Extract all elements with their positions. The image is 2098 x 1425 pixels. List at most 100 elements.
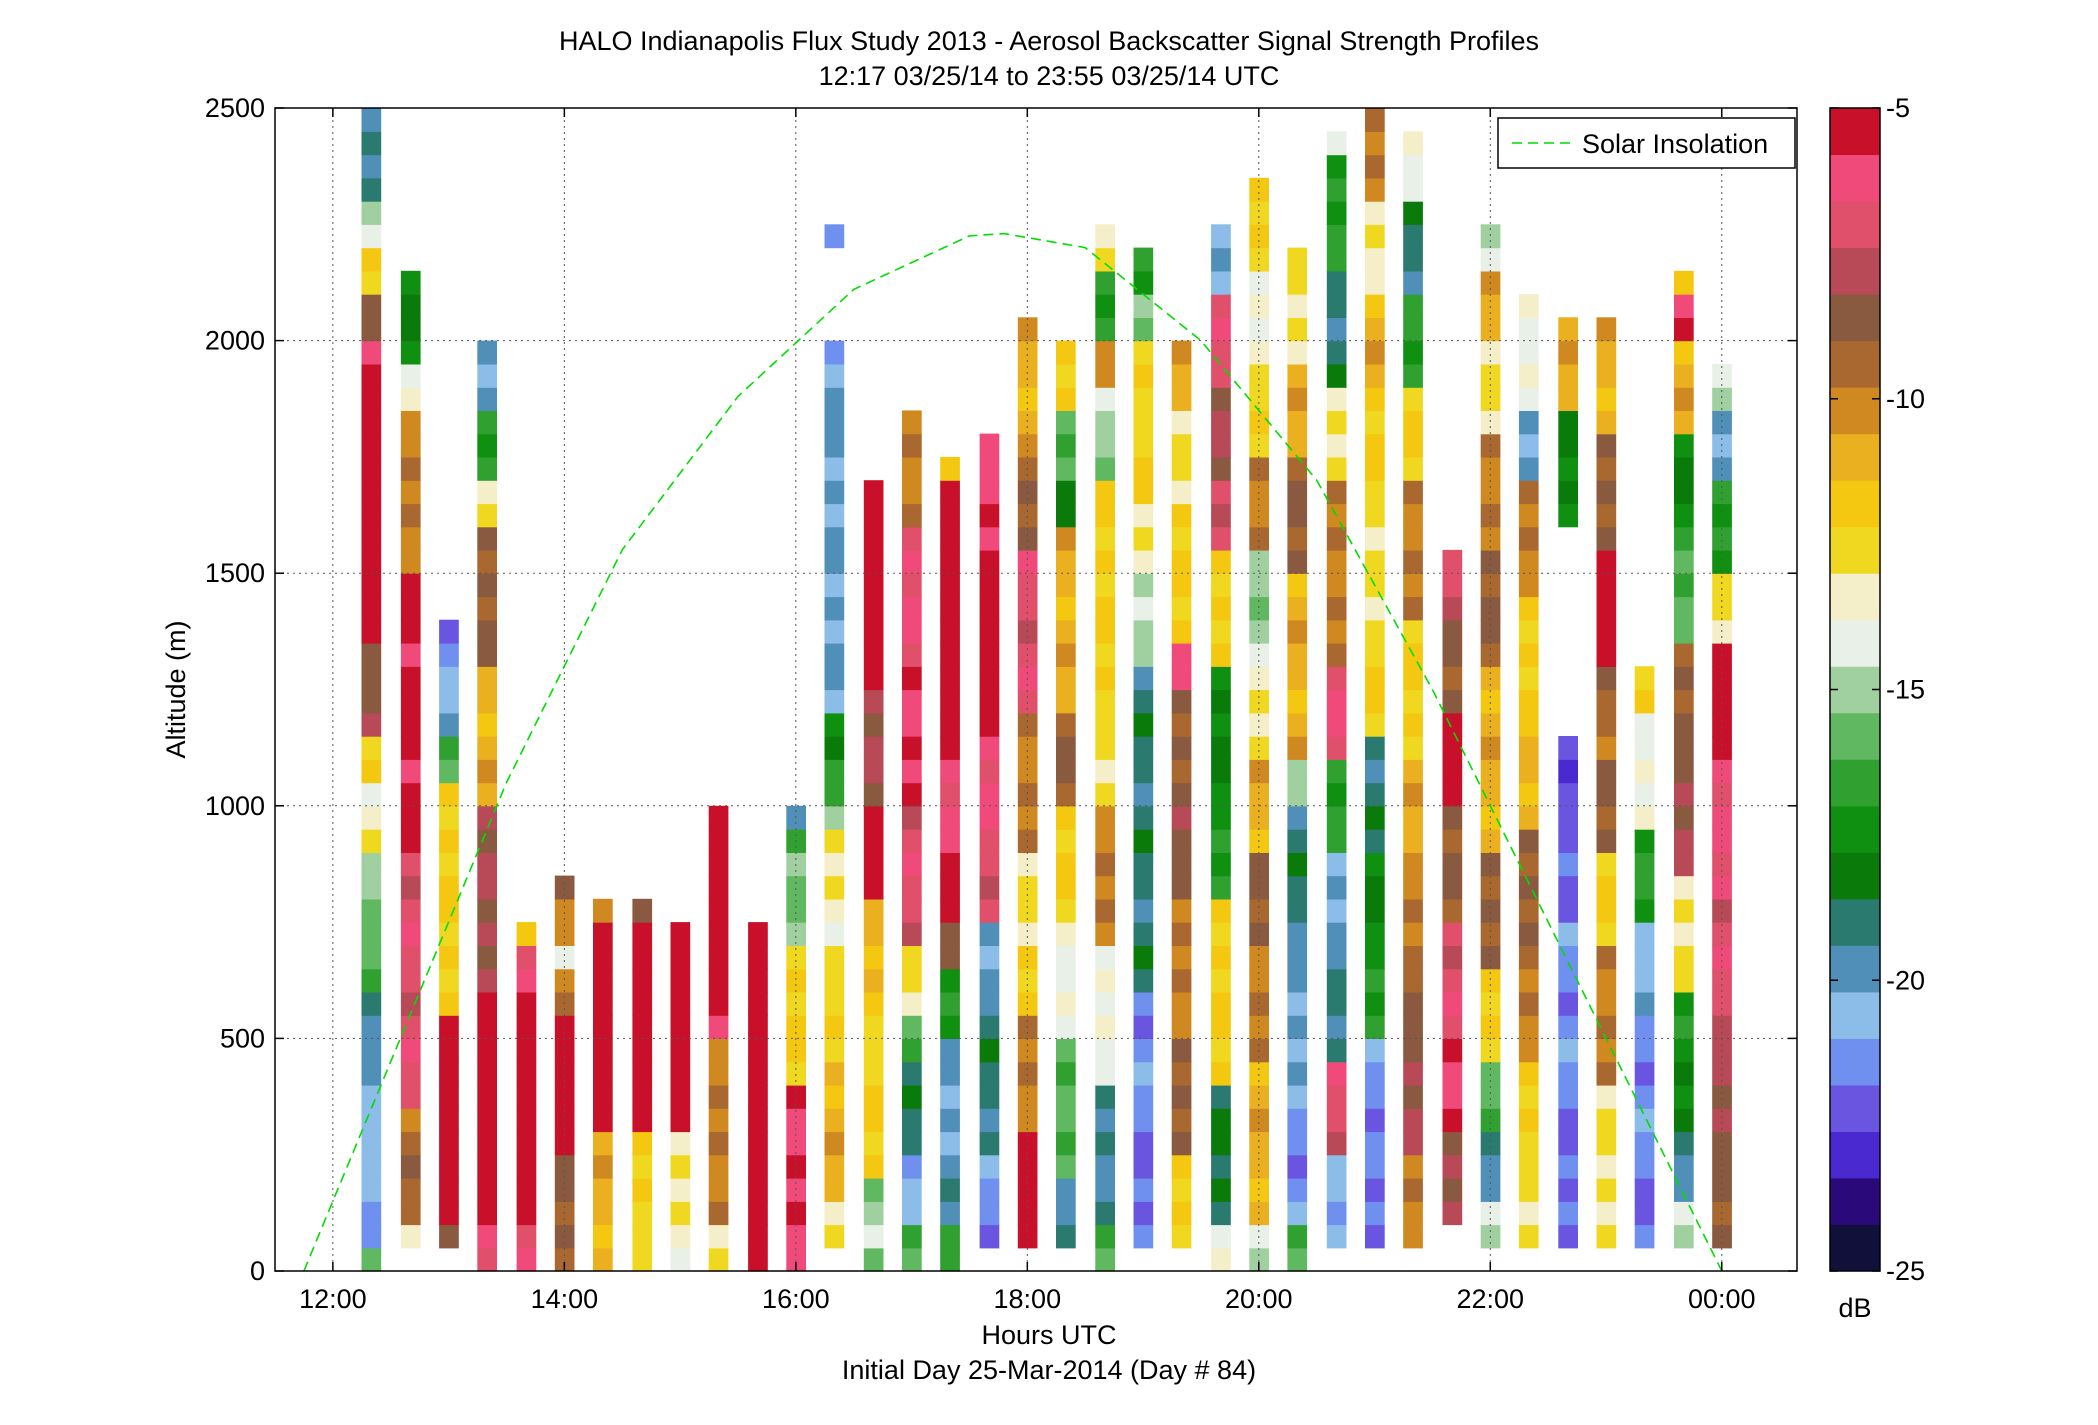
heatmap-cell xyxy=(593,922,613,946)
heatmap-cell xyxy=(1249,503,1269,528)
heatmap-cell xyxy=(439,991,459,1016)
heatmap-cell xyxy=(1558,968,1578,993)
heatmap-cell xyxy=(1518,782,1539,807)
colorbar-segment xyxy=(1830,584,1880,592)
heatmap-cell xyxy=(1558,1178,1578,1202)
colorbar-segment xyxy=(1830,1090,1880,1098)
heatmap-cell xyxy=(1287,945,1308,970)
heatmap-cell xyxy=(477,619,497,644)
colorbar-segment xyxy=(1830,544,1880,551)
heatmap-cell xyxy=(824,1178,845,1202)
heatmap-cell xyxy=(1596,712,1617,737)
heatmap-cell xyxy=(1674,1015,1694,1039)
chart-title: HALO Indianapolis Flux Study 2013 - Aero… xyxy=(558,26,1539,56)
heatmap-cell xyxy=(1558,898,1578,923)
heatmap-cell xyxy=(1674,549,1694,574)
x-tick-label: 16:00 xyxy=(762,1284,830,1314)
colorbar-segment xyxy=(1830,404,1880,411)
heatmap-cell xyxy=(1596,736,1617,760)
heatmap-cell xyxy=(1326,689,1347,714)
heatmap-cell xyxy=(1133,340,1154,365)
heatmap-cell xyxy=(1095,340,1115,365)
heatmap-cell xyxy=(1287,1247,1308,1272)
heatmap-cell xyxy=(1674,270,1694,295)
heatmap-cell xyxy=(1596,596,1617,621)
heatmap-cell xyxy=(1365,526,1385,551)
heatmap-cell xyxy=(1095,526,1115,551)
heatmap-cell xyxy=(1480,387,1501,411)
colorbar-segment xyxy=(1830,1154,1880,1162)
colorbar-segment xyxy=(1830,706,1880,714)
heatmap-cell xyxy=(1133,549,1154,574)
heatmap-cell xyxy=(902,573,922,598)
heatmap-cell xyxy=(1442,945,1463,970)
heatmap-cell xyxy=(361,689,382,714)
heatmap-cell xyxy=(1365,549,1385,574)
heatmap-cell xyxy=(824,712,845,737)
heatmap-cell xyxy=(1171,782,1192,807)
heatmap-cell xyxy=(1596,619,1617,644)
heatmap-cell xyxy=(1403,759,1423,784)
x-tick-label: 20:00 xyxy=(1225,1284,1293,1314)
colorbar-segment xyxy=(1830,218,1880,225)
heatmap-cell xyxy=(439,875,459,900)
colorbar-segment xyxy=(1830,247,1880,254)
heatmap-cell xyxy=(863,712,884,737)
plot-frame xyxy=(274,107,1798,1272)
heatmap-cell xyxy=(1518,898,1539,923)
colorbar-segment xyxy=(1830,392,1880,400)
heatmap-cell xyxy=(1518,549,1539,574)
heatmap-cell xyxy=(1480,549,1501,574)
heatmap-cell xyxy=(1634,1154,1655,1179)
heatmap-cell xyxy=(632,1201,653,1226)
colorbar-segment xyxy=(1830,980,1880,987)
heatmap-cell xyxy=(1712,1131,1732,1156)
heatmap-cell xyxy=(1326,991,1347,1016)
heatmap-cell xyxy=(1596,410,1617,435)
heatmap-cell xyxy=(1171,596,1192,621)
heatmap-cell xyxy=(824,1201,845,1226)
heatmap-cell xyxy=(1326,526,1347,551)
heatmap-cell xyxy=(1095,224,1115,249)
heatmap-cell xyxy=(1365,294,1385,318)
heatmap-cell xyxy=(940,573,960,598)
heatmap-cell xyxy=(1056,596,1076,621)
heatmap-cell xyxy=(1518,317,1539,342)
heatmap-cell xyxy=(593,1084,613,1109)
heatmap-cell xyxy=(1480,1108,1501,1133)
heatmap-cell xyxy=(1056,1201,1076,1226)
heatmap-cell xyxy=(400,526,421,551)
heatmap-cell xyxy=(1596,340,1617,365)
heatmap-cell xyxy=(670,1131,691,1156)
colorbar-segment xyxy=(1830,776,1880,784)
heatmap-cell xyxy=(708,1131,729,1156)
heatmap-cell xyxy=(1480,317,1501,342)
heatmap-cell xyxy=(1403,991,1423,1016)
heatmap-cell xyxy=(1249,317,1269,342)
heatmap-cell xyxy=(1133,968,1154,993)
heatmap-cell xyxy=(863,759,884,784)
heatmap-cell xyxy=(1326,829,1347,853)
colorbar-segment xyxy=(1830,299,1880,307)
heatmap-cell xyxy=(554,1061,575,1086)
heatmap-cell xyxy=(1287,410,1308,435)
heatmap-cell xyxy=(1017,689,1038,714)
heatmap-cell xyxy=(1287,1154,1308,1179)
heatmap-cell xyxy=(1518,712,1539,737)
colorbar-segment xyxy=(1830,532,1880,539)
heatmap-cell xyxy=(1365,875,1385,900)
heatmap-cell xyxy=(477,596,497,621)
heatmap-cell xyxy=(1596,1154,1617,1179)
heatmap-cell xyxy=(516,1084,537,1109)
heatmap-cell xyxy=(824,898,845,923)
colorbar-segment xyxy=(1830,1160,1880,1167)
heatmap-cell xyxy=(1634,1108,1655,1133)
colorbar-segment xyxy=(1830,445,1880,452)
heatmap-cell xyxy=(1326,596,1347,621)
heatmap-cell xyxy=(1674,317,1694,342)
heatmap-cell xyxy=(902,968,922,993)
heatmap-cell xyxy=(1171,1084,1192,1109)
heatmap-cell xyxy=(1558,829,1578,853)
heatmap-cell xyxy=(1326,643,1347,667)
heatmap-cell xyxy=(1365,712,1385,737)
